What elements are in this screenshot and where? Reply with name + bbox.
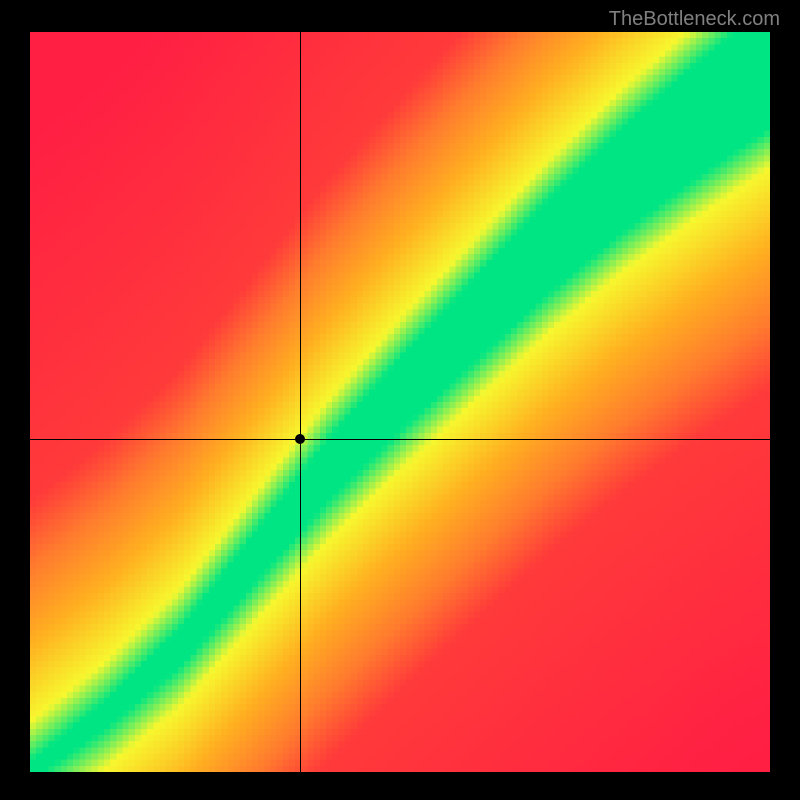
chart-container: TheBottleneck.com [0, 0, 800, 800]
heatmap-canvas [30, 32, 770, 772]
crosshair-horizontal [30, 439, 770, 440]
attribution-text: TheBottleneck.com [609, 8, 780, 31]
selection-marker [295, 434, 305, 444]
crosshair-vertical [300, 32, 301, 772]
plot-area [30, 32, 770, 772]
